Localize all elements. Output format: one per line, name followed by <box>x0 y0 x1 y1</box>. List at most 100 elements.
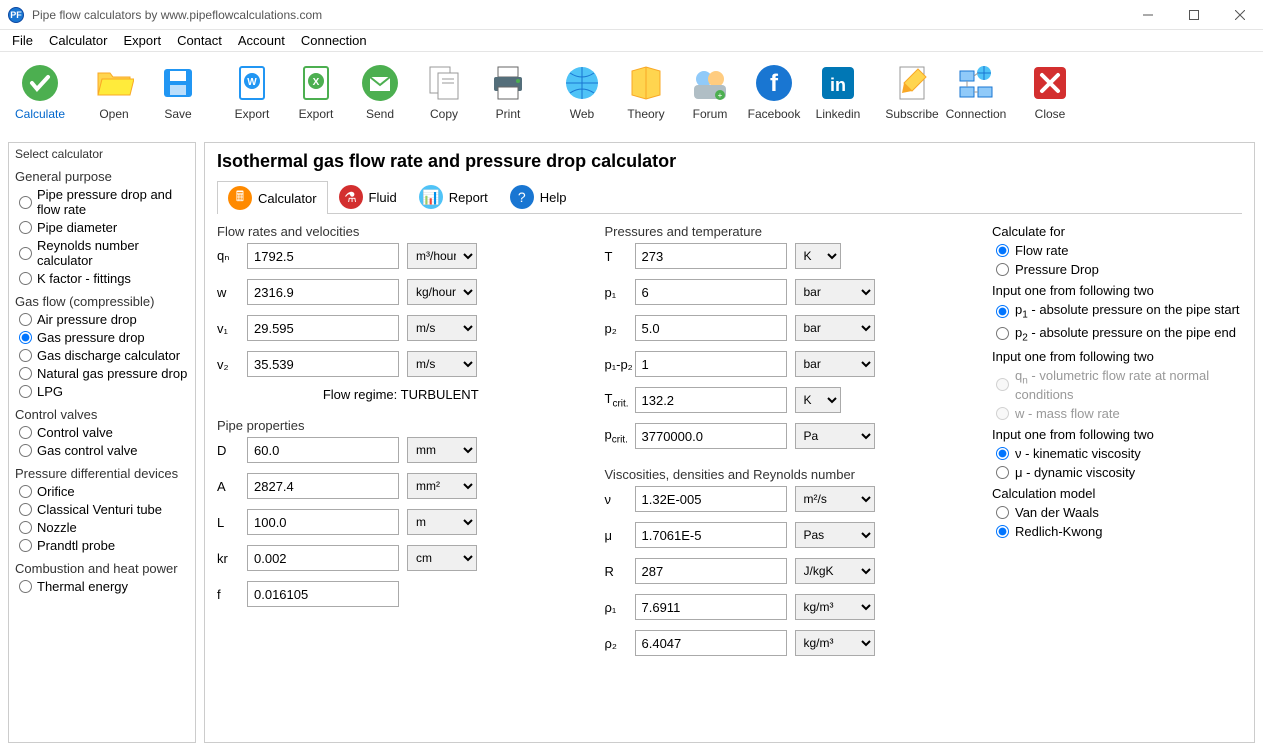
sidebar-radio[interactable] <box>19 539 32 552</box>
unit-kr[interactable]: cm <box>407 545 477 571</box>
unit-qn[interactable]: m³/hour <box>407 243 477 269</box>
input-f[interactable] <box>247 581 399 607</box>
sidebar-option[interactable]: Control valve <box>19 425 189 440</box>
close-button[interactable] <box>1217 0 1263 30</box>
unit-p1[interactable]: bar <box>795 279 875 305</box>
input-A[interactable] <box>247 473 399 499</box>
unit-v1[interactable]: m/s <box>407 315 477 341</box>
input-Tcrit[interactable] <box>635 387 787 413</box>
input-L[interactable] <box>247 509 399 535</box>
menubar-item-contact[interactable]: Contact <box>169 31 230 50</box>
input-w[interactable] <box>247 279 399 305</box>
toolbar-export-button[interactable]: XExport <box>284 59 348 135</box>
sidebar-option[interactable]: Reynolds number calculator <box>19 238 189 268</box>
right-option[interactable]: Pressure Drop <box>996 262 1242 277</box>
sidebar-option[interactable]: Gas pressure drop <box>19 330 189 345</box>
sidebar-radio[interactable] <box>19 196 32 209</box>
unit-w[interactable]: kg/hour <box>407 279 477 305</box>
right-radio[interactable] <box>996 525 1009 538</box>
input-rho2[interactable] <box>635 630 787 656</box>
right-radio[interactable] <box>996 305 1009 318</box>
unit-A[interactable]: mm² <box>407 473 477 499</box>
input-v1[interactable] <box>247 315 399 341</box>
sidebar-radio[interactable] <box>19 503 32 516</box>
toolbar-facebook-button[interactable]: fFacebook <box>742 59 806 135</box>
menubar-item-account[interactable]: Account <box>230 31 293 50</box>
subtab-help[interactable]: ?Help <box>499 180 578 213</box>
sidebar-radio[interactable] <box>19 313 32 326</box>
unit-pcrit[interactable]: Pa <box>795 423 875 449</box>
input-p1[interactable] <box>635 279 787 305</box>
sidebar-option[interactable]: LPG <box>19 384 189 399</box>
unit-mu[interactable]: Pas <box>795 522 875 548</box>
sidebar-radio[interactable] <box>19 485 32 498</box>
sidebar-radio[interactable] <box>19 349 32 362</box>
toolbar-open-button[interactable]: Open <box>82 59 146 135</box>
sidebar-option[interactable]: Gas discharge calculator <box>19 348 189 363</box>
toolbar-send-button[interactable]: Send <box>348 59 412 135</box>
menubar-item-export[interactable]: Export <box>115 31 169 50</box>
right-option[interactable]: Redlich-Kwong <box>996 524 1242 539</box>
right-radio[interactable] <box>996 263 1009 276</box>
input-R[interactable] <box>635 558 787 584</box>
unit-nu[interactable]: m²/s <box>795 486 875 512</box>
toolbar-print-button[interactable]: Print <box>476 59 540 135</box>
toolbar-linkedin-button[interactable]: inLinkedin <box>806 59 870 135</box>
input-nu[interactable] <box>635 486 787 512</box>
sidebar-radio[interactable] <box>19 385 32 398</box>
right-option[interactable]: μ - dynamic viscosity <box>996 465 1242 480</box>
sidebar-option[interactable]: Nozzle <box>19 520 189 535</box>
toolbar-connection-button[interactable]: Connection <box>944 59 1008 135</box>
toolbar-calculate-button[interactable]: Calculate <box>8 59 72 135</box>
sidebar-radio[interactable] <box>19 426 32 439</box>
menubar-item-file[interactable]: File <box>4 31 41 50</box>
toolbar-export-button[interactable]: WExport <box>220 59 284 135</box>
menubar-item-connection[interactable]: Connection <box>293 31 375 50</box>
toolbar-save-button[interactable]: Save <box>146 59 210 135</box>
toolbar-forum-button[interactable]: +Forum <box>678 59 742 135</box>
input-mu[interactable] <box>635 522 787 548</box>
maximize-button[interactable] <box>1171 0 1217 30</box>
right-radio[interactable] <box>996 244 1009 257</box>
unit-T[interactable]: K <box>795 243 841 269</box>
sidebar-option[interactable]: Pipe pressure drop and flow rate <box>19 187 189 217</box>
unit-L[interactable]: m <box>407 509 477 535</box>
input-qn[interactable] <box>247 243 399 269</box>
toolbar-subscribe-button[interactable]: Subscribe <box>880 59 944 135</box>
unit-Tcrit[interactable]: K <box>795 387 841 413</box>
sidebar-option[interactable]: Pipe diameter <box>19 220 189 235</box>
right-option[interactable]: Flow rate <box>996 243 1242 258</box>
toolbar-web-button[interactable]: Web <box>550 59 614 135</box>
input-dp[interactable] <box>635 351 787 377</box>
sidebar-option[interactable]: Thermal energy <box>19 579 189 594</box>
subtab-calculator[interactable]: 🖩Calculator <box>217 181 328 214</box>
input-T[interactable] <box>635 243 787 269</box>
right-option[interactable]: ν - kinematic viscosity <box>996 446 1242 461</box>
sidebar-radio[interactable] <box>19 331 32 344</box>
sidebar-option[interactable]: Classical Venturi tube <box>19 502 189 517</box>
sidebar-option[interactable]: K factor - fittings <box>19 271 189 286</box>
unit-p2[interactable]: bar <box>795 315 875 341</box>
input-D[interactable] <box>247 437 399 463</box>
unit-rho2[interactable]: kg/m³ <box>795 630 875 656</box>
subtab-fluid[interactable]: ⚗Fluid <box>328 180 408 213</box>
right-radio[interactable] <box>996 327 1009 340</box>
input-rho1[interactable] <box>635 594 787 620</box>
unit-D[interactable]: mm <box>407 437 477 463</box>
right-option[interactable]: p2 - absolute pressure on the pipe end <box>996 325 1242 344</box>
sidebar-radio[interactable] <box>19 444 32 457</box>
sidebar-option[interactable]: Gas control valve <box>19 443 189 458</box>
right-radio[interactable] <box>996 506 1009 519</box>
sidebar-radio[interactable] <box>19 367 32 380</box>
right-option[interactable]: Van der Waals <box>996 505 1242 520</box>
minimize-button[interactable] <box>1125 0 1171 30</box>
right-option[interactable]: p1 - absolute pressure on the pipe start <box>996 302 1242 321</box>
sidebar-radio[interactable] <box>19 521 32 534</box>
subtab-report[interactable]: 📊Report <box>408 180 499 213</box>
sidebar-radio[interactable] <box>19 221 32 234</box>
menubar-item-calculator[interactable]: Calculator <box>41 31 116 50</box>
unit-dp[interactable]: bar <box>795 351 875 377</box>
input-v2[interactable] <box>247 351 399 377</box>
input-kr[interactable] <box>247 545 399 571</box>
sidebar-radio[interactable] <box>19 247 32 260</box>
